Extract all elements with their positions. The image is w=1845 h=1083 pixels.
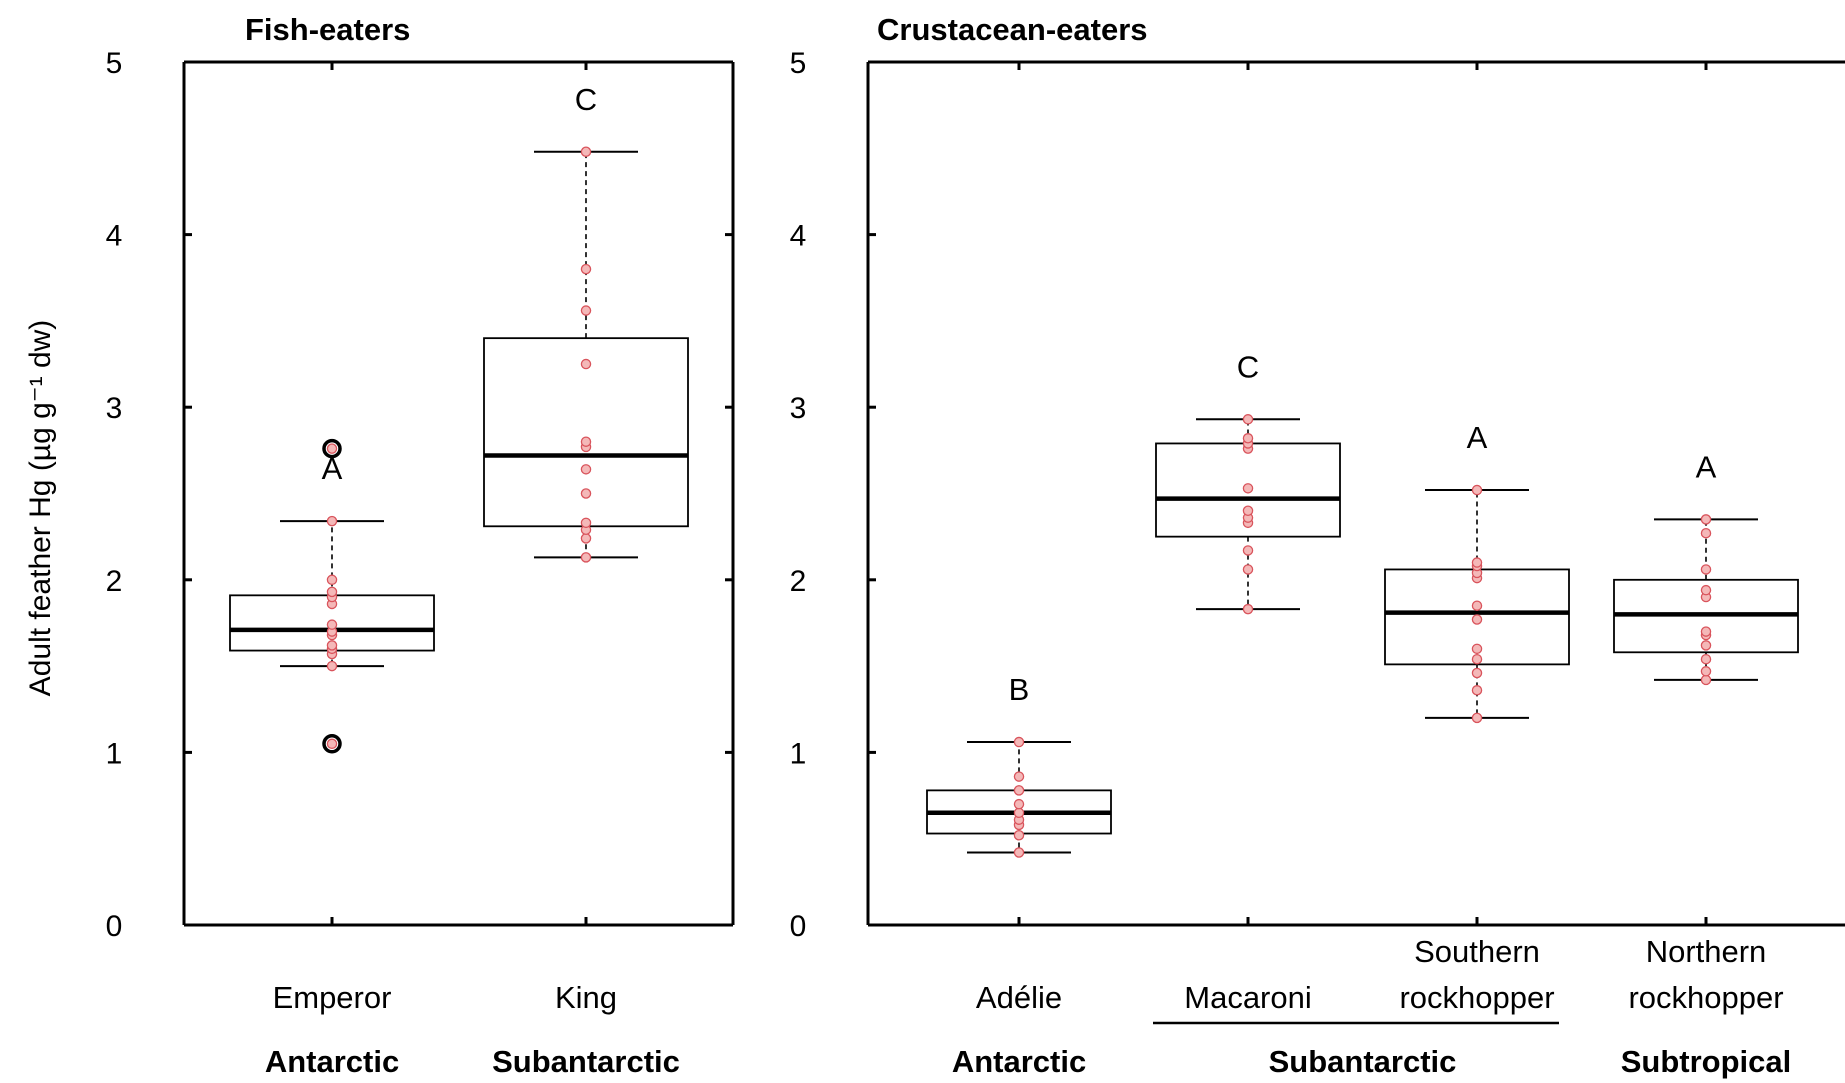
- data-point: [1471, 643, 1483, 655]
- category-label: rockhopper: [1628, 980, 1783, 1015]
- data-point: [1013, 785, 1025, 796]
- region-label-subantarctic: Subantarctic: [1269, 1044, 1457, 1079]
- data-point: [1471, 653, 1483, 665]
- region-label-subtropical: Subtropical: [1621, 1044, 1792, 1079]
- data-point: [1242, 545, 1254, 556]
- data-point: [1013, 807, 1025, 819]
- significance-letter: C: [575, 82, 597, 117]
- data-point: [1013, 771, 1025, 782]
- data-point: [1700, 653, 1712, 665]
- data-point: [1471, 600, 1483, 611]
- data-point: [580, 552, 592, 563]
- panel-crustacean-eaters: Crustacean-eaters 0 1 2 3 4 5 B C A A Adélie Macaron…: [790, 12, 1845, 1079]
- data-point: [1471, 557, 1483, 568]
- data-point: [1471, 614, 1483, 625]
- data-point: [326, 515, 338, 527]
- significance-letter: B: [1009, 672, 1030, 707]
- data-point: [1242, 564, 1254, 575]
- data-point: [1242, 505, 1254, 517]
- panel-title: Fish-eaters: [245, 12, 410, 47]
- data-point: [580, 146, 592, 158]
- y-tick-label: 3: [790, 392, 807, 425]
- data-point: [1013, 798, 1025, 810]
- data-point: [326, 738, 338, 750]
- category-label: King: [555, 980, 617, 1015]
- data-point: [1700, 640, 1712, 651]
- y-tick-label: 1: [790, 737, 807, 770]
- data-point: [580, 517, 592, 529]
- data-point: [1242, 483, 1254, 494]
- category-label: Northern: [1646, 934, 1767, 969]
- category-label: Emperor: [273, 980, 392, 1015]
- y-axis-label: Adult feather Hg (µg g⁻¹ dw): [24, 320, 57, 697]
- data-point: [1471, 685, 1483, 696]
- data-point: [1471, 712, 1483, 724]
- y-tick-label: 0: [790, 910, 807, 943]
- y-tick-label: 5: [106, 47, 123, 80]
- data-point: [326, 660, 338, 672]
- data-point: [1700, 626, 1712, 637]
- data-point: [1700, 584, 1712, 596]
- category-label: Southern: [1414, 934, 1540, 969]
- data-point: [1471, 484, 1483, 496]
- data-point: [1700, 666, 1712, 677]
- box-southern-rockhopper: A: [1384, 420, 1570, 724]
- data-point: [580, 464, 592, 475]
- outlier-marker: [322, 734, 342, 754]
- y-tick-label: 2: [790, 565, 807, 598]
- category-label: Adélie: [976, 980, 1062, 1015]
- y-tick-label: 4: [106, 220, 123, 253]
- data-point: [326, 574, 338, 586]
- category-label: Macaroni: [1184, 980, 1312, 1015]
- box-king: C: [483, 82, 689, 563]
- region-label-antarctic: Antarctic: [952, 1044, 1086, 1079]
- data-point: [580, 358, 592, 370]
- data-point: [1242, 603, 1254, 615]
- data-point: [1013, 847, 1025, 858]
- significance-letter: A: [1467, 420, 1488, 455]
- data-point: [326, 586, 338, 598]
- y-tick-label: 2: [106, 565, 123, 598]
- box-adelie: B: [926, 672, 1112, 858]
- data-point: [1700, 514, 1712, 525]
- data-point: [580, 305, 592, 316]
- data-point: [326, 640, 338, 651]
- data-point: [1700, 564, 1712, 575]
- y-tick-label: 4: [790, 220, 807, 253]
- data-point: [1700, 674, 1712, 686]
- y-tick-label: 3: [106, 392, 123, 425]
- data-point: [1242, 433, 1254, 444]
- data-point: [1242, 414, 1254, 425]
- panel-fish-eaters: Fish-eaters 0 1 2 3 4 5 A C Emperor King Antarctic S…: [106, 12, 735, 1079]
- data-point: [1471, 667, 1483, 679]
- panel-title: Crustacean-eaters: [877, 12, 1148, 47]
- box-northern-rockhopper: A: [1613, 449, 1799, 686]
- y-tick-label: 1: [106, 737, 123, 770]
- data-point: [1013, 736, 1025, 748]
- y-tick-label: 0: [106, 910, 123, 943]
- outlier-marker: [322, 438, 342, 459]
- data-point: [1013, 829, 1025, 841]
- significance-letter: A: [1696, 449, 1717, 484]
- data-point: [580, 263, 592, 275]
- category-label: rockhopper: [1399, 980, 1554, 1015]
- significance-letter: C: [1237, 349, 1259, 384]
- data-point: [580, 436, 592, 447]
- data-point: [580, 488, 592, 499]
- data-point: [326, 443, 338, 454]
- significance-letter: A: [322, 451, 343, 486]
- region-label-antarctic: Antarctic: [265, 1044, 399, 1079]
- box-emperor: A: [229, 438, 435, 754]
- box-macaroni: C: [1155, 349, 1341, 615]
- region-label-subantarctic: Subantarctic: [492, 1044, 680, 1079]
- data-point: [1700, 527, 1712, 539]
- data-point: [326, 619, 338, 630]
- y-tick-label: 5: [790, 47, 807, 80]
- data-point: [580, 533, 592, 544]
